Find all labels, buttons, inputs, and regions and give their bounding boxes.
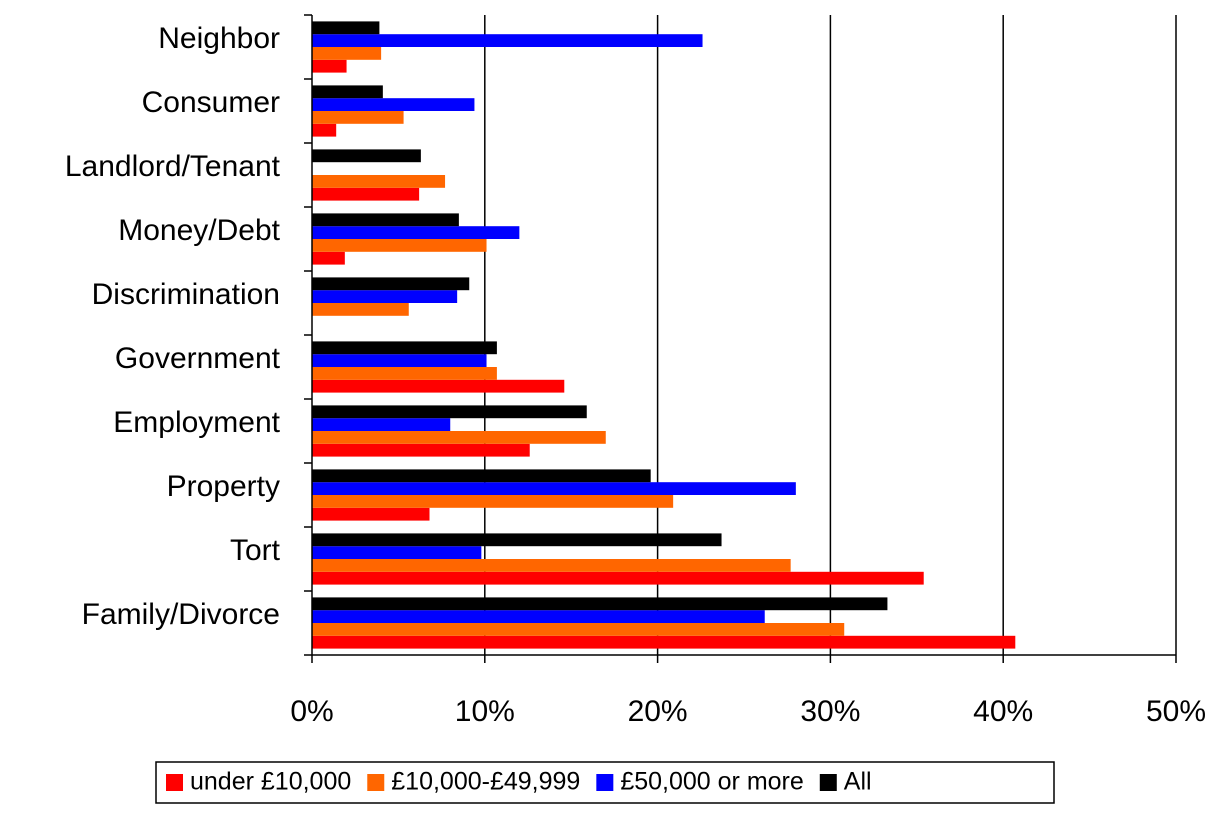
y-tick-label: Employment: [113, 406, 280, 439]
y-tick-label: Consumer: [142, 86, 280, 119]
bar: [312, 367, 497, 380]
bar: [312, 533, 722, 547]
x-tick-label: 30%: [800, 695, 860, 728]
bar: [312, 354, 487, 367]
legend-swatch: [367, 774, 385, 791]
bar: [312, 213, 459, 227]
x-tick-label: 0%: [290, 695, 333, 728]
legend-swatch: [596, 774, 614, 791]
bar: [312, 469, 651, 483]
bar: [312, 303, 409, 316]
x-tick-label: 40%: [973, 695, 1033, 728]
bar: [312, 443, 530, 457]
legend-swatch: [166, 774, 183, 791]
legend-label: £50,000 or more: [620, 768, 803, 796]
bar: [312, 21, 380, 35]
bar: [312, 239, 487, 252]
bar: [312, 47, 382, 60]
bar: [312, 187, 420, 201]
y-tick-label: Money/Debt: [118, 214, 280, 247]
legend-label: £10,000-£49,999: [391, 768, 580, 796]
x-tick-label: 50%: [1146, 695, 1206, 728]
x-tick-label: 10%: [455, 695, 515, 728]
y-tick-label: Government: [115, 342, 281, 375]
bar: [312, 623, 845, 636]
bar: [312, 251, 345, 265]
x-tick-label: 20%: [628, 695, 688, 728]
bar: [312, 175, 446, 188]
bar: [312, 379, 565, 393]
bar: [312, 405, 587, 419]
y-tick-label: Discrimination: [92, 278, 280, 311]
legend-label: All: [844, 768, 872, 796]
legend-label: under £10,000: [190, 768, 351, 796]
bar: [312, 226, 520, 239]
bar: [312, 59, 347, 73]
bar: [312, 34, 703, 47]
y-tick-label: Landlord/Tenant: [65, 150, 281, 183]
bar: [312, 635, 1016, 649]
y-tick-label: Tort: [230, 534, 281, 567]
bar: [312, 571, 924, 585]
bar: [312, 98, 475, 111]
y-tick-label: Neighbor: [158, 22, 280, 55]
bar: [312, 431, 606, 444]
bar: [312, 495, 674, 508]
bar: [312, 123, 337, 137]
y-tick-label: Family/Divorce: [82, 598, 280, 631]
bar: [312, 559, 791, 572]
bar: [312, 507, 430, 521]
y-tick-label: Property: [167, 470, 280, 503]
legend-swatch: [819, 774, 837, 791]
bar: [312, 341, 497, 355]
bar: [312, 610, 765, 623]
bar: [312, 482, 796, 495]
bar: [312, 85, 383, 99]
bar: [312, 111, 404, 124]
bar: [312, 418, 451, 431]
bar: [312, 277, 470, 291]
bar: [312, 290, 458, 303]
bar: [312, 597, 888, 611]
bar: [312, 149, 421, 163]
bar: [312, 546, 482, 559]
